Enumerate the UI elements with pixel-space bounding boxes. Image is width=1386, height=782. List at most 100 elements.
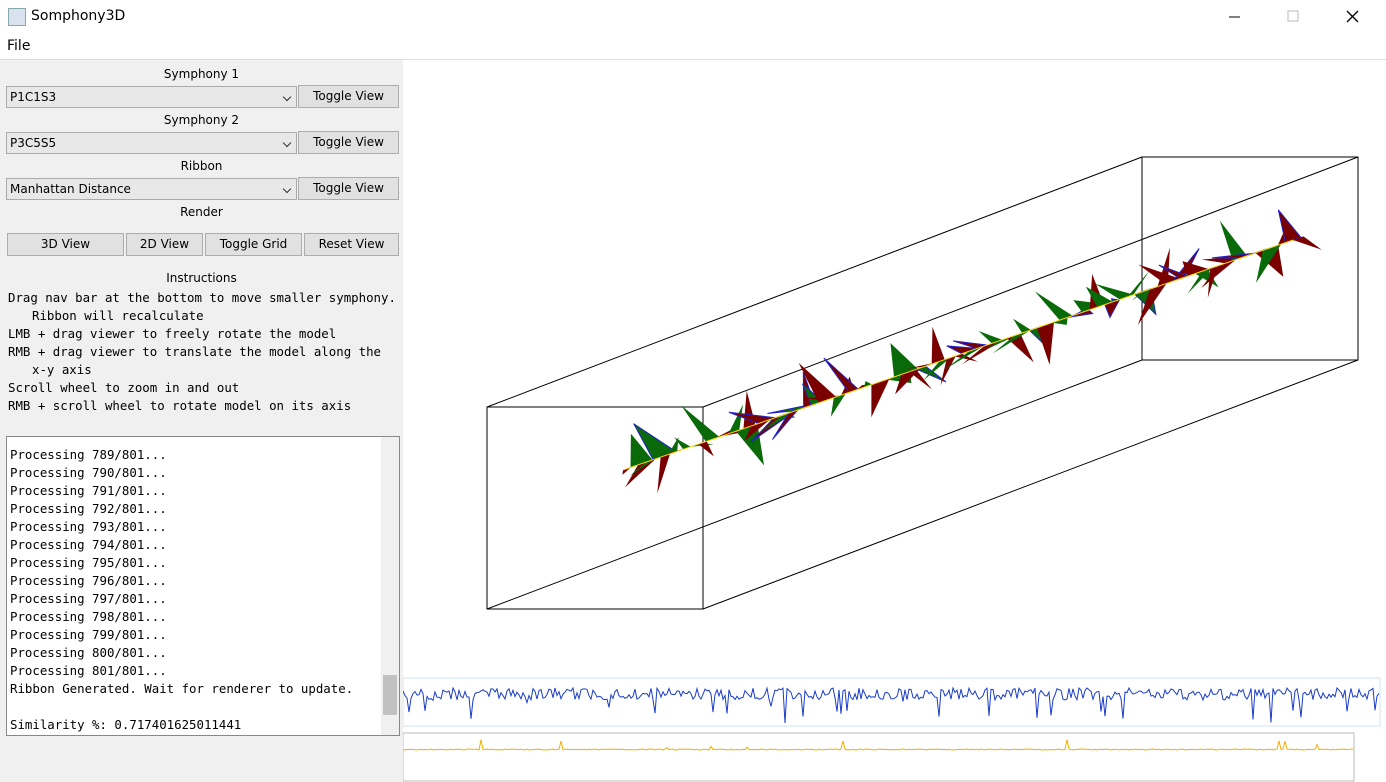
box-edges xyxy=(486,156,1359,610)
ribbon-facet xyxy=(1263,244,1280,272)
box-face xyxy=(486,406,704,610)
instruction-line: LMB + drag viewer to freely rotate the m… xyxy=(8,326,337,341)
app-icon xyxy=(8,8,26,26)
log-area[interactable]: Processing 789/801... Processing 790/801.… xyxy=(6,436,400,736)
log-line: Ribbon Generated. Wait for renderer to u… xyxy=(10,681,354,696)
log-line: Processing 793/801... xyxy=(10,519,167,534)
ribbon-facet xyxy=(798,362,836,403)
ribbon-facet xyxy=(1207,265,1219,298)
symphony-waveform xyxy=(403,686,1380,723)
ribbon-facet xyxy=(961,338,1006,365)
ribbon-facet xyxy=(1085,286,1113,308)
ribbon-facet xyxy=(895,367,922,395)
log-line: Processing 800/801... xyxy=(10,645,167,660)
log-text: Processing 789/801... Processing 790/801.… xyxy=(10,446,380,734)
ribbon-facet xyxy=(1182,261,1209,277)
ribbon-facet xyxy=(674,437,691,450)
ribbon-facet xyxy=(760,409,800,433)
instruction-line: RMB + drag viewer to translate the model… xyxy=(8,344,381,377)
ribbon-facet xyxy=(713,424,741,439)
close-button[interactable] xyxy=(1346,10,1359,23)
render-view[interactable] xyxy=(403,60,1386,782)
nav-bar[interactable] xyxy=(403,677,1381,727)
ribbon-facet xyxy=(954,353,978,362)
ribbon-facet xyxy=(942,346,984,371)
button[interactable]: Toggle View xyxy=(298,131,399,154)
ribbon-facet xyxy=(940,355,956,386)
ribbon-facet xyxy=(863,381,873,388)
ribbon-facet xyxy=(1293,236,1322,250)
button[interactable]: Reset View xyxy=(304,233,399,256)
button[interactable]: Toggle View xyxy=(298,177,399,200)
ribbon-facet xyxy=(735,423,765,466)
ribbon-facet xyxy=(1044,322,1053,331)
ribbon xyxy=(622,209,1322,494)
window-title: Somphony3D xyxy=(31,8,126,24)
symphony-waveform-small xyxy=(403,739,1354,751)
combo-box[interactable]: P3C5S5 xyxy=(6,132,297,154)
label: Instructions xyxy=(166,271,237,285)
log-line: Processing 801/801... xyxy=(10,663,167,678)
scroll-thumb[interactable] xyxy=(383,675,397,715)
ribbon-facet xyxy=(992,329,1032,354)
ribbon-facet xyxy=(823,357,860,394)
ribbon-facet xyxy=(1037,321,1055,365)
button[interactable]: Toggle View xyxy=(298,85,399,108)
maximize-button[interactable] xyxy=(1287,10,1299,22)
ribbon-facet xyxy=(909,369,933,390)
ribbon-facet xyxy=(668,436,679,455)
ribbon-facet xyxy=(1277,209,1302,244)
log-line: Processing 792/801... xyxy=(10,501,167,516)
ribbon-facet xyxy=(659,447,688,456)
log-line: Processing 791/801... xyxy=(10,483,167,498)
bounding-box xyxy=(486,156,1359,610)
ribbon-facet xyxy=(728,404,743,434)
log-line: Processing 797/801... xyxy=(10,591,167,606)
nav-bar-small[interactable] xyxy=(403,732,1355,782)
menu-bar: File xyxy=(0,33,1386,60)
ribbon-facet xyxy=(657,453,671,494)
ribbon-facet xyxy=(622,467,632,475)
ribbon-facet xyxy=(931,326,945,365)
ribbon-facet xyxy=(890,343,918,377)
ribbon-facet xyxy=(871,378,890,418)
menu-file[interactable]: File xyxy=(7,38,31,54)
scrollbar[interactable] xyxy=(381,437,399,735)
label: Symphony 1 xyxy=(163,67,240,81)
ribbon-facet xyxy=(1256,243,1282,283)
ribbon-facet xyxy=(1013,318,1031,334)
button[interactable]: 3D View xyxy=(7,233,124,256)
ribbon-facet xyxy=(906,362,936,369)
label: Render xyxy=(180,205,223,219)
log-line: Processing 795/801... xyxy=(10,555,167,570)
log-line: Processing 790/801... xyxy=(10,465,167,480)
ribbon-facet xyxy=(1137,283,1167,326)
combo-box[interactable]: P1C1S3 xyxy=(6,86,297,108)
button[interactable]: 2D View xyxy=(126,233,203,256)
box-face xyxy=(1141,156,1359,361)
log-line: Processing 789/801... xyxy=(10,447,167,462)
log-line: Processing 796/801... xyxy=(10,573,167,588)
log-line: Processing 798/801... xyxy=(10,609,167,624)
combo-box[interactable]: Manhattan Distance xyxy=(6,178,297,200)
ribbon-facet xyxy=(1138,264,1180,284)
button[interactable]: Toggle Grid xyxy=(205,233,302,256)
instruction-line: Scroll wheel to zoom in and out xyxy=(8,380,240,395)
ribbon-facet xyxy=(923,357,951,381)
ribbon-facet xyxy=(978,330,1003,344)
ribbon-facet xyxy=(625,458,656,488)
log-line: Processing 794/801... xyxy=(10,537,167,552)
ribbon-facet xyxy=(1219,220,1247,261)
ribbon-spine xyxy=(622,239,1294,471)
ribbon-facet xyxy=(681,405,720,442)
log-line: Processing 799/801... xyxy=(10,627,167,642)
ribbon-facet xyxy=(830,393,846,417)
label: Symphony 2 xyxy=(163,113,240,127)
ribbon-facet xyxy=(743,390,756,429)
ribbon-facet xyxy=(802,395,840,401)
window-controls xyxy=(1229,10,1359,23)
instruction-line: RMB + scroll wheel to rotate model on it… xyxy=(8,398,352,413)
instructions: Drag nav bar at the bottom to move small… xyxy=(8,289,400,415)
ribbon-facet xyxy=(1127,270,1150,297)
